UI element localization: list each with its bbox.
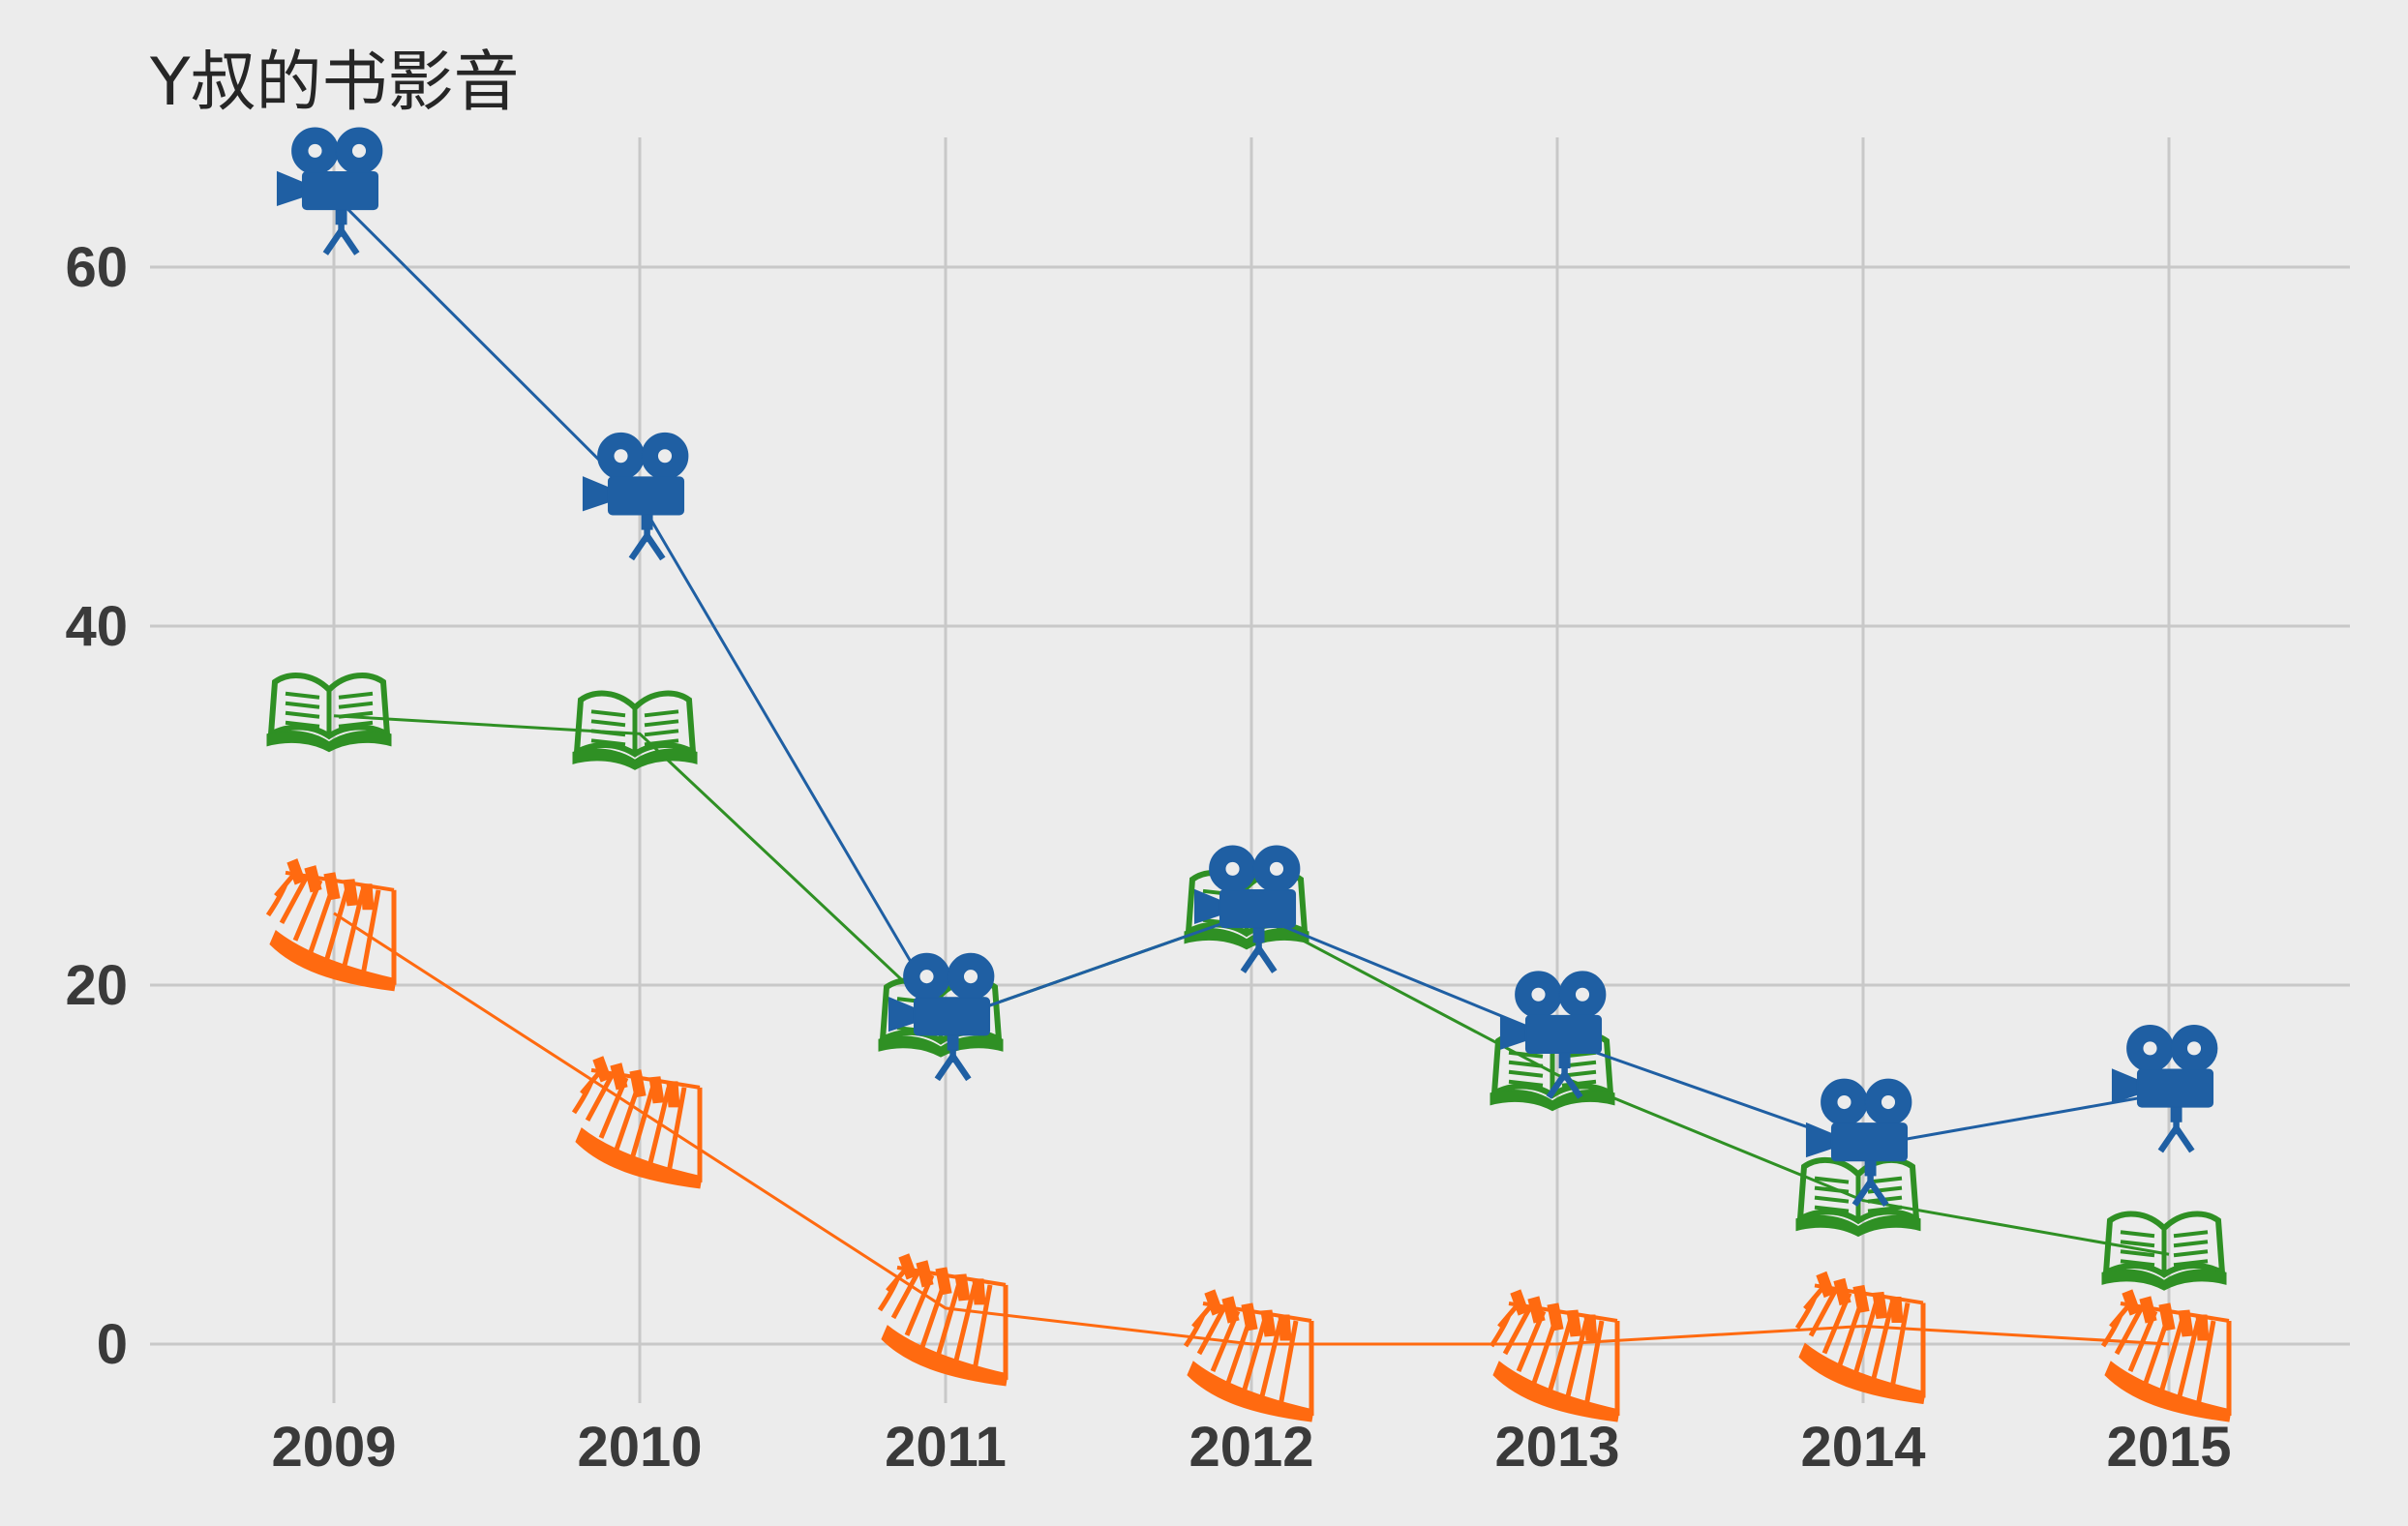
- series-movie-camera: [278, 128, 2217, 1205]
- chart-title: Y叔的书影音: [149, 45, 520, 121]
- data-point-book-icon: [267, 675, 391, 752]
- data-point-book-icon: [573, 694, 697, 770]
- data-point-movie-camera-icon: [278, 128, 382, 254]
- data-point-piano-icon: [574, 1057, 702, 1188]
- x-tick-label: 2012: [1189, 1416, 1313, 1479]
- series-book: [267, 675, 2226, 1290]
- x-tick-label: 2011: [885, 1416, 1007, 1479]
- data-point-book-icon: [2102, 1214, 2226, 1291]
- data-point-piano-icon: [268, 859, 396, 991]
- y-tick-label: 0: [97, 1313, 128, 1376]
- data-point-piano-icon: [880, 1254, 1008, 1386]
- y-tick-label: 40: [65, 595, 128, 658]
- data-point-piano-icon: [1186, 1290, 1313, 1421]
- y-tick-label: 60: [65, 236, 128, 299]
- data-point-piano-icon: [1797, 1272, 1925, 1403]
- data-point-piano-icon: [1491, 1290, 1619, 1421]
- series-layer: [267, 128, 2231, 1421]
- y-axis-ticks: 0 20 40 60: [65, 236, 128, 1376]
- y-tick-label: 20: [65, 954, 128, 1017]
- data-point-piano-icon: [2103, 1290, 2231, 1421]
- data-point-movie-camera-icon: [1195, 846, 1300, 972]
- x-axis-ticks: 2009 2010 2011 2012 2013 2014 2015: [271, 1416, 2231, 1479]
- data-point-movie-camera-icon: [2113, 1026, 2217, 1152]
- x-tick-label: 2010: [577, 1416, 702, 1479]
- x-tick-label: 2009: [271, 1416, 396, 1479]
- data-point-movie-camera-icon: [889, 953, 994, 1079]
- x-tick-label: 2015: [2106, 1416, 2231, 1479]
- x-tick-label: 2013: [1494, 1416, 1619, 1479]
- grid: [150, 137, 2350, 1403]
- x-tick-label: 2014: [1800, 1416, 1925, 1479]
- data-point-movie-camera-icon: [584, 433, 688, 558]
